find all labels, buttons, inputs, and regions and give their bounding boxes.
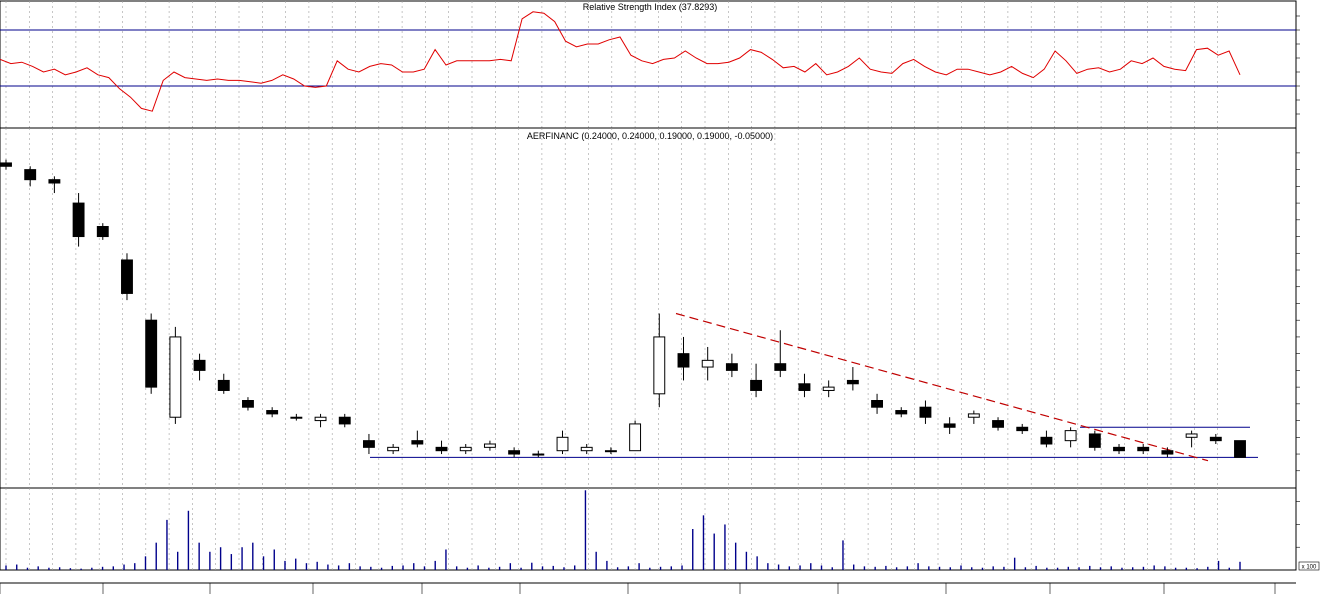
price-y-axis (1296, 152, 1300, 472)
candle-body (532, 453, 545, 456)
candle-body (387, 446, 400, 452)
candle-body (919, 406, 932, 418)
volume-panel: x 100 (0, 487, 1320, 571)
candle-body (217, 379, 230, 391)
candle-body (193, 359, 206, 371)
candle-body (1088, 433, 1101, 448)
candle-body (725, 363, 738, 371)
rsi-title: Relative Strength Index (37.8293) (583, 2, 718, 12)
rsi-panel-frame (0, 0, 1297, 129)
candle-body (1234, 440, 1246, 458)
x-axis (0, 582, 1296, 594)
price-title: AERFINANC (0.24000, 0.24000, 0.19000, 0.… (527, 131, 773, 141)
candle-body (871, 400, 884, 408)
candlesticks (0, 159, 1246, 458)
price-reference-lines (370, 312, 1258, 462)
candle-body (1064, 430, 1077, 442)
volume-unit-box (1298, 561, 1320, 571)
candle-body (1161, 450, 1174, 455)
volume-grid (5, 488, 1218, 570)
rsi-grid (5, 1, 1218, 128)
candle-body (145, 319, 158, 388)
candle-body (435, 446, 448, 452)
candle-body (121, 259, 133, 294)
candle-body (1040, 436, 1053, 445)
candle-body (362, 440, 375, 448)
candle-body (943, 423, 956, 428)
candle-body (774, 363, 787, 371)
rsi-panel: Relative Strength Index (37.8293) (0, 0, 1300, 129)
candle-body (1113, 446, 1125, 452)
rsi-level-lines (0, 29, 1296, 87)
candle-body (653, 336, 666, 395)
candle-body (0, 162, 12, 167)
candle-body (629, 423, 642, 452)
candle-body (24, 169, 37, 181)
candle-body (242, 400, 254, 408)
volume-panel-frame (0, 487, 1297, 571)
rsi-y-axis (1296, 15, 1300, 115)
candle-body (750, 379, 763, 391)
candle-body (290, 416, 303, 419)
price-grid (5, 128, 1218, 488)
candle-body (48, 179, 61, 184)
candle-body (798, 383, 811, 391)
candle-body (266, 410, 279, 415)
candle-body (1137, 446, 1150, 452)
rsi-series-line (0, 11, 1241, 112)
candle-body (992, 420, 1004, 428)
candle-body (677, 353, 690, 368)
candle-body (580, 446, 593, 452)
candle-body (459, 446, 472, 452)
candle-body (338, 416, 351, 425)
candle-body (169, 336, 182, 418)
candle-body (1185, 433, 1198, 438)
candle-body (604, 450, 617, 453)
candle-body (314, 416, 327, 422)
price-panel-frame (0, 127, 1297, 489)
volume-bars (5, 490, 1241, 570)
trendline (675, 312, 1209, 462)
candle-body (846, 379, 859, 385)
candle-body (701, 359, 714, 368)
candle-body (967, 413, 980, 418)
candle-body (1209, 436, 1222, 442)
volume-y-axis (1296, 501, 1300, 548)
candle-body (822, 386, 835, 391)
rsi-line (0, 11, 1241, 112)
x-month-labels (0, 583, 1276, 594)
candle-body (72, 202, 85, 238)
volume-unit-label: x 100 (1302, 565, 1317, 571)
candle-body (1016, 426, 1029, 432)
candle-body (508, 450, 521, 455)
candle-body (556, 436, 569, 452)
candle-body (96, 226, 109, 238)
candle-body (895, 410, 908, 415)
price-panel: AERFINANC (0.24000, 0.24000, 0.19000, 0.… (0, 127, 1300, 489)
candle-body (483, 443, 496, 448)
candle-body (411, 440, 424, 445)
